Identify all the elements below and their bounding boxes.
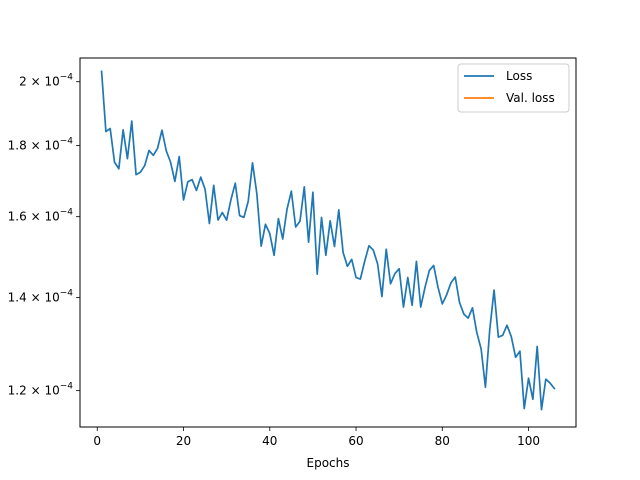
series-layer <box>100 70 556 411</box>
y-axis-ticks: 1.2 × 10−4 1.4 × 10−4 1.6 × 10−4 1.8 × 10−4… <box>8 73 80 398</box>
y-tick-label: 1.8 × 10−4 <box>8 136 74 152</box>
x-tick-label: 100 <box>517 434 540 448</box>
legend-label-loss: Loss <box>506 69 532 83</box>
axes-frame <box>79 57 577 428</box>
legend: Loss Val. loss <box>457 63 570 113</box>
legend-label-val-loss: Val. loss <box>506 91 555 105</box>
x-tick-label: 20 <box>176 434 191 448</box>
y-tick-label: 1.2 × 10−4 <box>8 382 74 398</box>
x-tick-label: 40 <box>262 434 277 448</box>
x-axis-label: Epochs <box>307 456 350 470</box>
y-tick-label: 2 × 10−4 <box>19 73 73 89</box>
series-line-loss <box>100 70 556 411</box>
x-tick-label: 80 <box>435 434 450 448</box>
y-tick-label: 1.4 × 10−4 <box>8 288 74 304</box>
x-tick-label: 0 <box>93 434 101 448</box>
x-tick-label: 60 <box>348 434 363 448</box>
y-tick-label: 1.6 × 10−4 <box>8 208 74 224</box>
x-axis-ticks: 0 20 40 60 80 100 <box>93 427 540 448</box>
